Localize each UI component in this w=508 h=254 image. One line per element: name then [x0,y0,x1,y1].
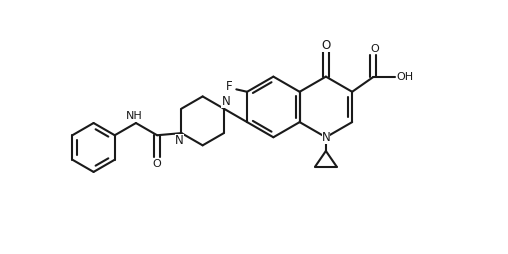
Text: O: O [153,159,162,169]
Text: N: N [322,131,330,144]
Text: NH: NH [125,111,142,121]
Text: OH: OH [397,72,414,82]
Text: O: O [370,44,379,54]
Text: F: F [226,81,232,93]
Text: O: O [321,39,331,52]
Text: N: N [175,134,184,147]
Text: N: N [221,95,230,108]
